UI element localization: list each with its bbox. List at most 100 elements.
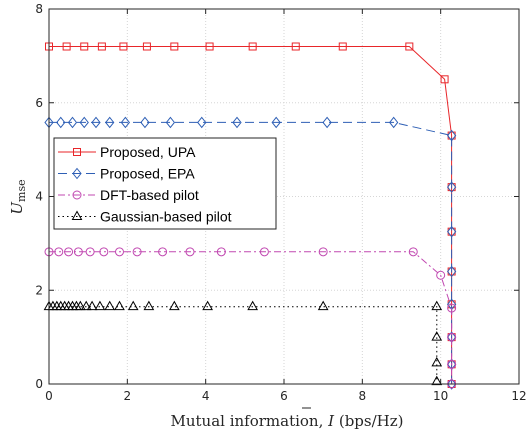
data-point — [64, 247, 74, 257]
data-point — [86, 300, 98, 311]
data-point — [431, 300, 443, 311]
data-point — [446, 225, 457, 238]
data-point — [99, 247, 109, 257]
data-point — [440, 75, 449, 84]
data-point — [431, 331, 443, 341]
series-line — [49, 251, 453, 384]
y-axis-label: Umse — [8, 179, 28, 214]
ticks: 0 2 4 6 8 10 12 0 2 4 6 8 — [35, 2, 526, 403]
data-point — [446, 181, 457, 193]
data-point — [142, 42, 151, 51]
x-tick-label: 6 — [280, 389, 288, 403]
data-point — [202, 300, 213, 311]
data-point — [436, 270, 446, 280]
legend-marker — [72, 167, 82, 180]
data-point — [446, 265, 457, 278]
data-point — [447, 359, 457, 369]
data-point — [259, 247, 269, 257]
data-point — [80, 42, 89, 51]
legend-item: Proposed, EPA — [58, 166, 195, 182]
data-point — [408, 247, 418, 257]
data-point — [127, 300, 139, 311]
data-point — [197, 116, 207, 129]
series-3 — [43, 300, 443, 386]
data-point — [97, 42, 106, 51]
x-axis-label-symbol: I — [327, 412, 335, 430]
legend-label: DFT-based pilot — [100, 187, 199, 203]
data-point — [318, 247, 328, 257]
data-point — [322, 116, 332, 129]
data-point — [54, 247, 64, 257]
data-point — [247, 300, 259, 311]
y-tick-label: 6 — [35, 96, 43, 110]
legend-label: Proposed, EPA — [100, 166, 195, 182]
data-point — [62, 42, 71, 51]
legend-item: Proposed, UPA — [58, 144, 196, 160]
data-point — [143, 300, 155, 311]
data-point — [67, 116, 78, 129]
y-tick-label: 4 — [35, 190, 43, 204]
data-point — [120, 116, 131, 129]
data-point — [431, 356, 443, 367]
data-point — [132, 247, 142, 257]
y-axis-label-sub: mse — [15, 179, 28, 202]
data-point — [185, 247, 195, 257]
data-point — [85, 247, 95, 257]
data-point — [271, 116, 281, 129]
data-point — [291, 42, 300, 51]
x-tick-label: 2 — [124, 389, 132, 403]
x-tick-label: 8 — [359, 389, 367, 403]
data-point — [73, 247, 83, 257]
legend-item: DFT-based pilot — [58, 187, 199, 203]
y-tick-label: 2 — [35, 283, 43, 297]
data-point — [205, 42, 214, 51]
data-point — [389, 116, 399, 129]
data-point — [170, 42, 179, 51]
series-line — [49, 306, 438, 382]
legend-box — [53, 137, 277, 230]
x-tick-label: 4 — [202, 389, 210, 403]
series-2 — [44, 247, 457, 389]
legend-marker — [71, 210, 83, 220]
data-point — [447, 303, 457, 313]
data-point — [91, 116, 101, 129]
data-point — [56, 116, 66, 129]
data-point — [165, 116, 176, 129]
data-point — [79, 116, 89, 129]
legend-label: Proposed, UPA — [100, 144, 196, 160]
legend-item: Gaussian-based pilot — [58, 209, 232, 225]
data-point — [74, 300, 86, 311]
x-tick-label: 10 — [433, 389, 448, 403]
x-axis-label: Mutual information, I (bps/Hz) — [170, 412, 403, 430]
data-point — [446, 129, 457, 142]
data-point — [158, 247, 168, 257]
data-point — [104, 300, 116, 311]
x-axis-label-prefix: Mutual information, — [170, 412, 328, 430]
data-point — [114, 300, 125, 311]
data-point — [446, 378, 457, 390]
data-point — [80, 300, 92, 311]
data-point — [232, 116, 242, 129]
data-point — [248, 42, 257, 51]
data-point — [317, 300, 329, 311]
data-point — [140, 116, 150, 129]
data-point — [115, 247, 124, 257]
data-point — [447, 332, 457, 342]
legend-marker — [73, 148, 81, 156]
legend-label: Gaussian-based pilot — [100, 209, 232, 225]
data-point — [94, 300, 106, 311]
x-tick-label: 0 — [45, 389, 53, 403]
data-point — [168, 300, 180, 311]
x-axis-label-suffix: (bps/Hz) — [334, 412, 403, 430]
data-point — [119, 42, 128, 51]
data-point — [105, 116, 115, 129]
y-axis-label-main: U — [8, 201, 26, 215]
x-tick-label: 12 — [511, 389, 526, 403]
y-tick-label: 0 — [35, 377, 43, 391]
series-layer — [43, 42, 457, 390]
legend: Proposed, UPA Proposed, EPA DFT-based pilo… — [53, 137, 277, 230]
y-tick-label: 8 — [35, 2, 43, 16]
data-point — [216, 247, 226, 257]
series-1 — [44, 116, 457, 390]
